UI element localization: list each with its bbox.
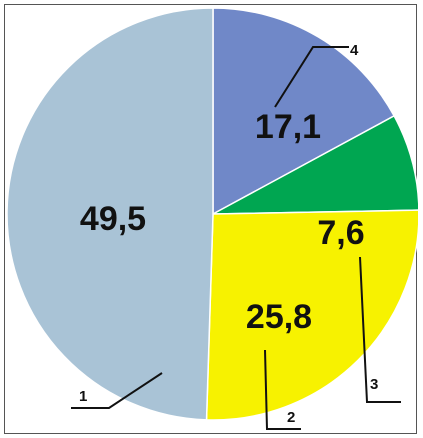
callout-leader-1: [71, 372, 163, 409]
callout-leader-3: [359, 256, 401, 403]
slice-value-label-3: 7,6: [317, 214, 364, 252]
callout-number-3: 3: [370, 376, 378, 393]
pie-slice-3: [212, 114, 418, 215]
callout-leader-2: [264, 349, 301, 430]
pie-chart: 17,1 4 7,6 3 25,8 2 49,5 1: [6, 7, 418, 430]
slice-value-label-2: 25,8: [246, 298, 312, 336]
callout-number-2: 2: [287, 409, 295, 426]
slice-value-label-1: 49,5: [80, 200, 146, 238]
callout-number-4: 4: [350, 42, 359, 59]
pie-slice-2: [205, 209, 418, 421]
slice-value-label-4: 17,1: [255, 108, 321, 146]
chart-frame: 17,1 4 7,6 3 25,8 2 49,5 1: [4, 4, 418, 434]
callout-number-1: 1: [79, 388, 87, 405]
pie-slice-1: [6, 7, 214, 421]
pie-slice-4: [212, 7, 396, 216]
callout-leader-4: [274, 46, 349, 108]
